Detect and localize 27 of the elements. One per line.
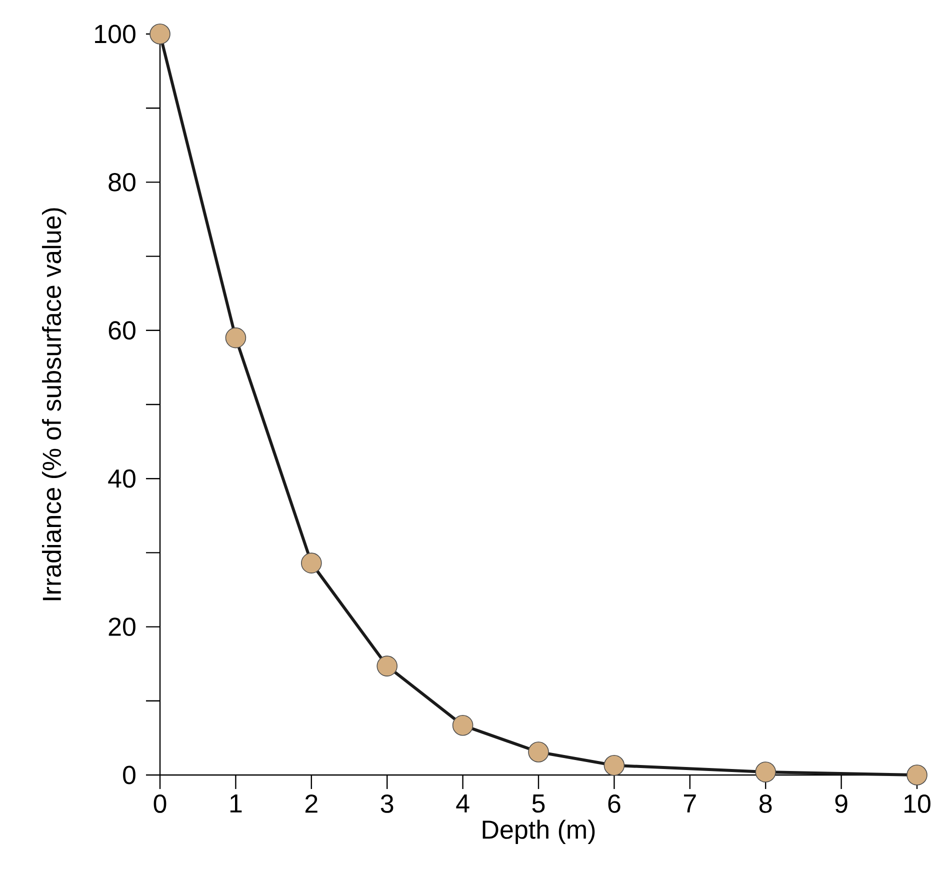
y-tick-label: 100 — [95, 24, 136, 44]
x-tick-label: 5 — [532, 794, 545, 813]
point — [376, 656, 398, 676]
point — [301, 552, 322, 574]
y-tick-label: 20 — [108, 618, 136, 636]
y-axis-title: Irradiance (% of subsurface value) — [42, 208, 66, 600]
y-tick-label: 60 — [108, 321, 136, 340]
y-tick-label: 80 — [108, 172, 136, 192]
y-tick-label: 40 — [108, 469, 136, 488]
point — [452, 714, 474, 736]
x-tick-label: 10 — [904, 794, 930, 813]
y-tick-label: 0 — [123, 766, 136, 784]
x-tick-label: 8 — [760, 794, 772, 813]
point — [225, 327, 246, 348]
x-tick-label: 0 — [154, 794, 166, 813]
point — [150, 24, 170, 44]
x-tick-label: 2 — [305, 794, 318, 813]
x-tick-label: 7 — [684, 794, 696, 812]
x-tick-label: 4 — [456, 794, 470, 812]
x-tick-label: 1 — [230, 794, 242, 812]
x-tick-label: 6 — [608, 794, 620, 813]
point — [755, 762, 776, 782]
x-tick-label: 3 — [380, 794, 394, 813]
point — [528, 742, 549, 762]
x-tick-label: 9 — [835, 794, 848, 813]
point — [604, 754, 625, 776]
x-axis-title: Depth (m) — [482, 820, 595, 844]
